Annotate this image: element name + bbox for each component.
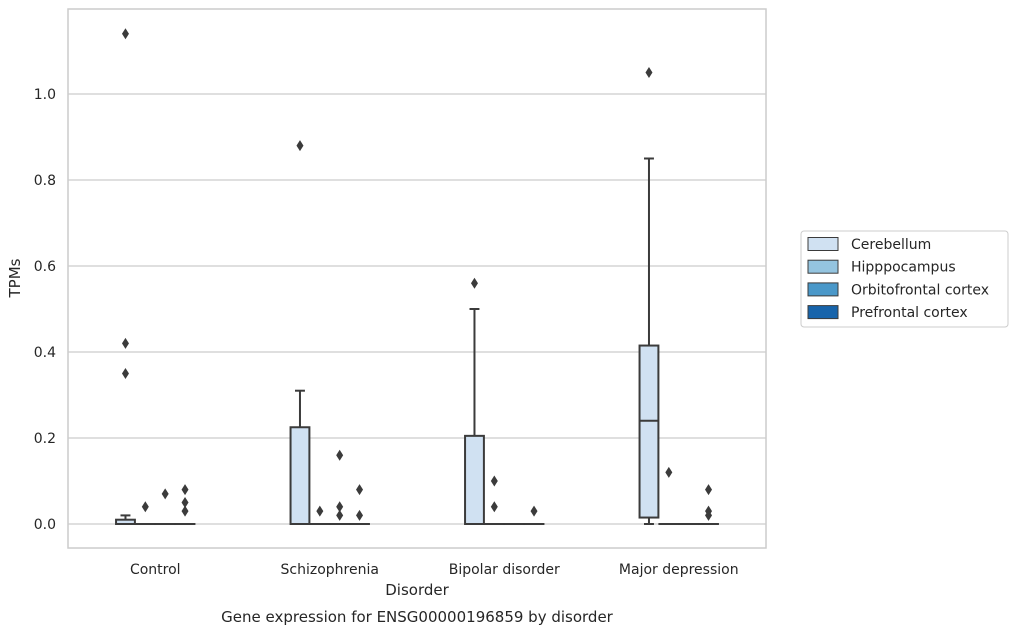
y-tick-labels: 0.0 0.2 0.4 0.6 0.8 1.0 <box>34 87 56 533</box>
box-group <box>483 475 505 526</box>
outlier-point <box>121 28 129 40</box>
x-tick-labels: Control Schizophrenia Bipolar disorder Majo… <box>130 562 739 578</box>
y-tick-label: 0.2 <box>34 431 56 447</box>
box-group <box>638 67 660 525</box>
outlier-point <box>336 509 344 521</box>
outlier-point <box>181 497 189 508</box>
y-tick-label: 0.0 <box>34 517 56 533</box>
outlier-point <box>705 484 713 496</box>
box-group <box>134 501 156 526</box>
legend-swatch <box>807 282 839 297</box>
outlier-point <box>141 501 149 513</box>
box-group <box>349 484 370 526</box>
y-axis-title: TPMs <box>6 258 24 298</box>
outlier-point <box>645 67 653 78</box>
legend: Cerebellum Hipppocampus Orbitofrontal cort… <box>800 230 1009 328</box>
box-group <box>309 505 331 526</box>
box <box>289 426 311 525</box>
box-group <box>154 488 176 526</box>
x-tick-label: Bipolar disorder <box>449 562 560 578</box>
outlier-point <box>530 505 538 517</box>
box-layer <box>115 28 719 526</box>
outlier-point <box>470 277 478 289</box>
outlier-point <box>490 501 498 513</box>
x-axis-title: Disorder <box>385 581 449 599</box>
outlier-point <box>181 505 189 517</box>
x-tick-label: Schizophrenia <box>281 562 379 578</box>
legend-frame <box>800 230 1009 328</box>
box <box>464 434 485 526</box>
box-group <box>329 449 351 526</box>
box-group <box>464 277 485 526</box>
y-tick-label: 0.8 <box>34 173 56 189</box>
y-tick-label: 0.6 <box>34 259 56 275</box>
outlier-point <box>121 368 129 379</box>
box-group <box>115 28 136 526</box>
chart-caption: Gene expression for ENSG00000196859 by d… <box>221 608 614 626</box>
box-group <box>523 505 545 526</box>
legend-label: Orbitofrontal cortex <box>851 282 989 298</box>
legend-items: Cerebellum Hipppocampus Orbitofrontal cort… <box>807 237 989 321</box>
outlier-point <box>336 501 344 513</box>
legend-swatch <box>807 237 839 251</box>
box-group <box>289 140 311 525</box>
outlier-point <box>316 505 324 517</box>
outlier-point <box>121 337 129 349</box>
box-group <box>658 466 680 526</box>
x-tick-label: Control <box>130 562 181 578</box>
grid-layer <box>68 93 766 525</box>
plot-frame <box>67 8 767 549</box>
box <box>638 344 660 519</box>
outlier-point <box>356 484 364 496</box>
box-group <box>698 484 719 526</box>
box-group <box>174 484 196 526</box>
outlier-point <box>705 509 713 521</box>
x-tick-label: Major depression <box>619 562 739 578</box>
y-tick-label: 1.0 <box>34 87 56 103</box>
legend-label: Cerebellum <box>851 237 931 253</box>
outlier-point <box>356 509 364 521</box>
outlier-point <box>296 140 304 152</box>
outlier-point <box>181 484 189 496</box>
outlier-point <box>665 466 673 478</box>
legend-label: Prefrontal cortex <box>851 305 968 321</box>
outlier-point <box>336 449 344 461</box>
outlier-point <box>490 475 498 487</box>
legend-swatch <box>807 305 839 320</box>
y-tick-label: 0.4 <box>34 345 56 361</box>
legend-label: Hipppocampus <box>851 260 956 276</box>
legend-swatch <box>807 259 839 274</box>
outlier-point <box>161 488 169 500</box>
